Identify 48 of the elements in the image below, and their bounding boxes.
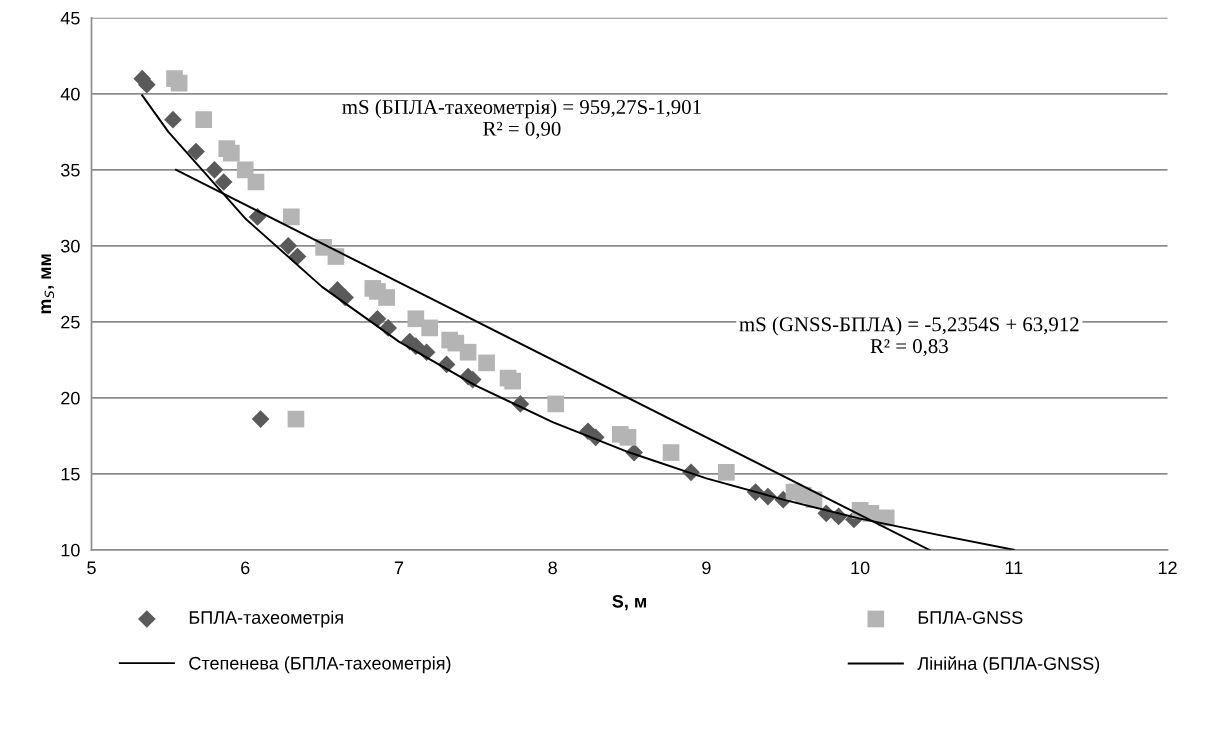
y-axis-title: m$_{S}$, мм: [41, 254, 55, 314]
y-tick-label: 30: [61, 239, 80, 253]
point: [662, 444, 680, 461]
point: [170, 74, 188, 92]
point: [214, 173, 233, 191]
legend-label: БПЛА-GNSS: [918, 611, 1023, 624]
point: [283, 208, 300, 226]
legend-label: Степенева (БПЛА-тахеометрія): [189, 656, 451, 674]
point: [547, 395, 565, 413]
point: [421, 319, 439, 337]
y-tick-label: 10: [61, 543, 80, 557]
point: [251, 410, 270, 428]
y-tick-label: 20: [61, 391, 80, 405]
x-tick-label: 10: [851, 561, 870, 575]
point: [378, 289, 395, 306]
point: [368, 309, 387, 328]
point: [478, 354, 495, 372]
y-tick-label: 40: [60, 87, 80, 101]
legend-label: БПЛА-тахеометрія: [189, 610, 343, 628]
x-tick-label: 9: [702, 561, 711, 575]
x-tick-label: 5: [87, 561, 96, 575]
x-tick-label: 12: [1158, 561, 1177, 575]
annotation: mS (GNSS-БПЛА) = -5,2354S + 63,912 R² = 0,83: [739, 316, 1079, 357]
point: [459, 343, 477, 361]
legend-label: Лінійна (БПЛА-GNSS): [917, 656, 1100, 674]
point: [718, 463, 735, 481]
point: [619, 429, 637, 446]
point: [247, 173, 265, 191]
point: [407, 310, 425, 328]
x-tick-label: 6: [241, 561, 250, 575]
x-tick-label: 11: [1005, 561, 1023, 575]
point: [195, 111, 213, 128]
point: [236, 161, 254, 179]
point: [223, 144, 240, 162]
y-tick-label: 35: [61, 163, 80, 177]
point: [187, 142, 205, 161]
annotation: mS (БПЛА-тахеометрія) = 959,27S-1,901 R² = 0,90: [342, 99, 701, 139]
y-tick-label: 25: [61, 315, 80, 329]
x-axis-title: S, м: [612, 594, 646, 611]
point: [287, 410, 305, 428]
x-tick-label: 8: [548, 561, 557, 575]
x-tick-label: 7: [394, 561, 404, 575]
point: [279, 236, 298, 255]
y-tick-label: 15: [61, 467, 80, 481]
y-tick-label: 45: [60, 11, 80, 25]
point: [164, 110, 182, 129]
point: [205, 160, 224, 179]
point: [504, 372, 522, 390]
